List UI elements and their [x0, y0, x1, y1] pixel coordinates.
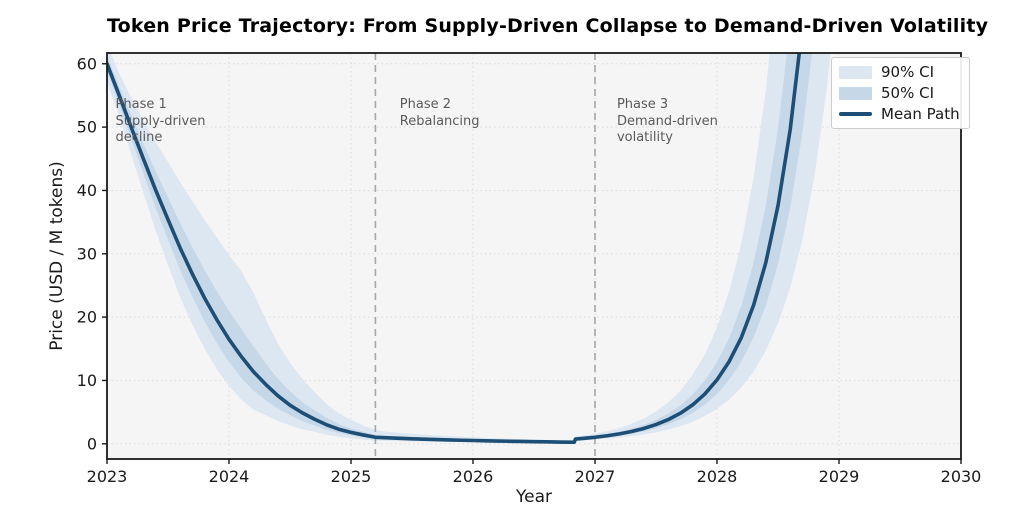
- legend-swatch-mean-path-icon: [839, 112, 872, 116]
- legend: 90% CI 50% CI Mean Path: [831, 57, 970, 129]
- legend-label-50ci: 50% CI: [881, 84, 935, 102]
- chart-title: Token Price Trajectory: From Supply-Driv…: [107, 15, 989, 37]
- mean-path-line: [107, 53, 802, 445]
- phase-annotation-line: Supply-driven: [115, 113, 206, 129]
- phase-annotation-line: Phase 2: [399, 97, 452, 113]
- x-tick-label: 2027: [575, 467, 616, 486]
- y-tick-label: 60: [77, 54, 97, 73]
- x-axis-label: Year: [516, 487, 552, 507]
- x-tick-label: 2029: [819, 467, 860, 486]
- phase-annotation-3: Phase 3 Demand-driven volatility: [617, 97, 718, 147]
- y-tick-label: 30: [77, 244, 97, 263]
- y-tick-label: 50: [77, 118, 97, 137]
- x-tick-label: 2028: [697, 467, 738, 486]
- legend-label-mean-path: Mean Path: [881, 105, 960, 123]
- phase-annotation-line: decline: [115, 130, 163, 146]
- phase-annotation-line: Phase 1: [115, 97, 167, 113]
- x-tick-label: 2023: [87, 467, 128, 486]
- phase-annotation-line: Phase 3: [616, 97, 669, 113]
- axes-frame: [106, 52, 962, 460]
- y-axis-label: Price (USD / M tokens): [47, 161, 67, 351]
- legend-swatch-90ci-icon: [839, 65, 872, 79]
- x-tick-label: 2024: [209, 467, 250, 486]
- y-tick-label: 0: [87, 434, 97, 453]
- phase-annotation-1: Phase 1 Supply-driven decline: [116, 97, 206, 147]
- y-tick-label: 20: [77, 308, 97, 327]
- phase-annotation-line: Rebalancing: [399, 113, 480, 129]
- x-tick-label: 2026: [453, 467, 494, 486]
- x-tick-label: 2025: [331, 467, 372, 486]
- legend-item-90ci: 90% CI: [839, 63, 960, 81]
- legend-item-mean-path: Mean Path: [839, 105, 960, 123]
- phase-annotation-line: volatility: [616, 130, 673, 146]
- y-tick-label: 10: [77, 371, 97, 390]
- legend-label-90ci: 90% CI: [881, 63, 935, 81]
- legend-swatch-50ci-icon: [839, 86, 872, 100]
- y-tick-label: 40: [77, 181, 97, 200]
- x-tick-label: 2030: [941, 467, 982, 486]
- phase-annotation-2: Phase 2 Rebalancing: [400, 97, 480, 130]
- legend-item-50ci: 50% CI: [839, 84, 960, 102]
- phase-annotation-line: Demand-driven: [616, 113, 718, 129]
